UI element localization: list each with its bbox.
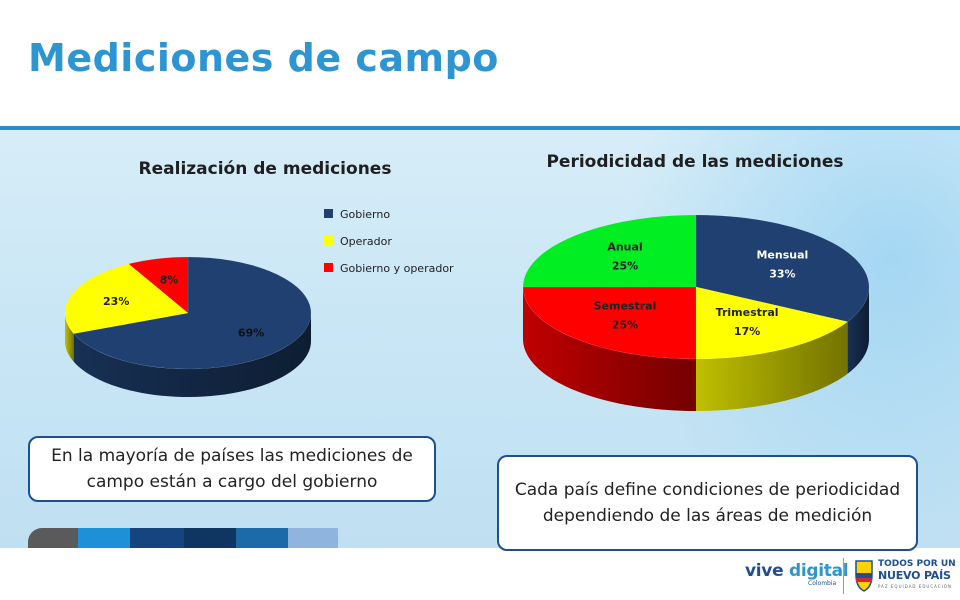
stripe-3 xyxy=(184,528,236,548)
colombia-shield-icon xyxy=(855,560,873,592)
chart-0-title: Realización de mediciones xyxy=(139,159,392,179)
legend-label-gobierno-y-operador: Gobierno y operador xyxy=(340,262,454,275)
logo-todos-line1: TODOS POR UN xyxy=(878,559,956,569)
pie-1-value-trimestral: 17% xyxy=(734,325,760,338)
stripe-0 xyxy=(28,528,78,548)
legend-label-operador: Operador xyxy=(340,235,392,248)
callout-periodicidad-text: Cada país define condiciones de periodic… xyxy=(514,480,901,526)
pie-1-value-anual: 25% xyxy=(612,260,638,273)
pie-1-slice-anual xyxy=(522,214,697,288)
legend-swatch-gobierno-y-operador xyxy=(324,263,333,272)
pie-0-slice-operador xyxy=(64,263,189,334)
logo-todos-line3: PAZ EQUIDAD EDUCACIÓN xyxy=(878,584,952,589)
chart-realizacion: Realización de mediciones 69% 23% 8% Gobiern… xyxy=(64,159,454,397)
vive-digital-logo: vive digital xyxy=(745,561,849,581)
callout-gobierno: En la mayoría de países las mediciones d… xyxy=(28,436,436,502)
legend-swatch-operador xyxy=(324,236,333,245)
callout-gobierno-text: En la mayoría de países las mediciones d… xyxy=(51,446,413,492)
pie-0-side-operador xyxy=(65,313,74,362)
decorative-stripes xyxy=(28,528,338,548)
logo-separator xyxy=(843,558,844,594)
pie-0-slice-gobierno xyxy=(73,256,312,370)
todos-por-un-nuevo-pais-logo: TODOS POR UN NUEVO PAÍS PAZ EQUIDAD EDUC… xyxy=(878,559,956,592)
pie-1-slice-trimestral xyxy=(695,286,849,360)
logo-digital-word: digital xyxy=(788,561,849,581)
pie-1-name-semestral: Semestral xyxy=(594,300,657,313)
pie-1-slice-mensual xyxy=(695,214,870,322)
pie-1-value-mensual: 33% xyxy=(769,268,795,281)
pie-0-value-gobierno: 69% xyxy=(238,327,264,340)
pie-0-slice-gobierno-y-operador xyxy=(128,256,189,314)
pie-0-value-operador: 23% xyxy=(103,295,129,308)
slide-title: Mediciones de campo xyxy=(28,36,499,80)
pie-1-name-anual: Anual xyxy=(607,241,642,254)
legend-swatch-gobierno xyxy=(324,209,333,218)
stripe-2 xyxy=(130,528,184,548)
pie-1-side-trimestral xyxy=(696,321,848,411)
pie-0-value-gobierno-y-operador: 8% xyxy=(160,273,179,286)
pie-1-side-mensual xyxy=(847,287,869,374)
pie-1-slice-semestral xyxy=(522,286,697,360)
callout-periodicidad: Cada país define condiciones de periodic… xyxy=(497,455,918,551)
stripe-1 xyxy=(78,528,130,548)
pie-0-side-gobierno xyxy=(73,313,311,397)
chart-periodicidad: Periodicidad de las mediciones Mensual 33%… xyxy=(522,152,870,411)
chart-1-title: Periodicidad de las mediciones xyxy=(546,152,843,172)
pie-1-value-semestral: 25% xyxy=(612,319,638,332)
logo-todos-line2: NUEVO PAÍS xyxy=(878,569,951,582)
logo-colombia-word: Colombia xyxy=(808,580,837,587)
stripe-4 xyxy=(236,528,288,548)
pie-1-side-semestral xyxy=(523,287,696,411)
stripe-5 xyxy=(288,528,338,548)
footer xyxy=(0,548,960,600)
legend-label-gobierno: Gobierno xyxy=(340,208,390,221)
pie-1-name-trimestral: Trimestral xyxy=(716,306,779,319)
logo-vive-word: vive xyxy=(745,561,784,581)
pie-1-name-mensual: Mensual xyxy=(756,249,808,262)
